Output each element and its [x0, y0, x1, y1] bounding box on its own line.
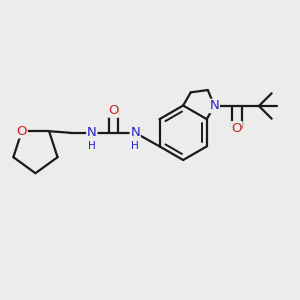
Text: N: N — [87, 126, 97, 139]
Text: H: H — [88, 141, 96, 151]
Text: N: N — [130, 126, 140, 139]
Text: H: H — [131, 141, 139, 151]
Text: O: O — [108, 104, 119, 117]
Text: N: N — [209, 100, 219, 112]
Text: O: O — [231, 122, 242, 135]
Text: O: O — [16, 125, 27, 138]
